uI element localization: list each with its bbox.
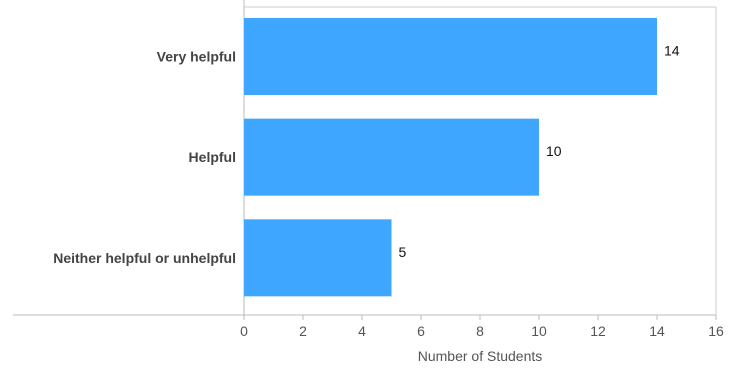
x-tick-label-4: 8	[476, 323, 484, 339]
x-tick-label-5: 10	[531, 323, 547, 339]
category-label-2: Neither helpful or unhelpful	[53, 250, 236, 266]
x-tick-label-3: 6	[417, 323, 425, 339]
value-label-1: 10	[546, 143, 562, 159]
x-axis-ticks: 0 2 4 6 8 10 12 14 16	[240, 315, 724, 339]
x-tick-label-8: 16	[708, 323, 724, 339]
value-labels: 14 10 5	[399, 43, 680, 260]
x-tick-label-7: 14	[649, 323, 665, 339]
x-axis-title: Number of Students	[418, 348, 543, 364]
x-tick-label-0: 0	[240, 323, 248, 339]
x-tick-label-2: 4	[358, 323, 366, 339]
value-label-0: 14	[664, 43, 680, 59]
category-label-0: Very helpful	[157, 49, 236, 65]
value-label-2: 5	[399, 244, 407, 260]
bar-0[interactable]	[244, 18, 657, 95]
bar-1[interactable]	[244, 118, 539, 196]
x-tick-label-6: 12	[590, 323, 606, 339]
category-label-1: Helpful	[189, 149, 236, 165]
x-tick-label-1: 2	[299, 323, 307, 339]
bar-2[interactable]	[244, 219, 392, 297]
category-labels: Very helpful Helpful Neither helpful or un…	[53, 49, 236, 266]
bars-group	[244, 18, 657, 297]
